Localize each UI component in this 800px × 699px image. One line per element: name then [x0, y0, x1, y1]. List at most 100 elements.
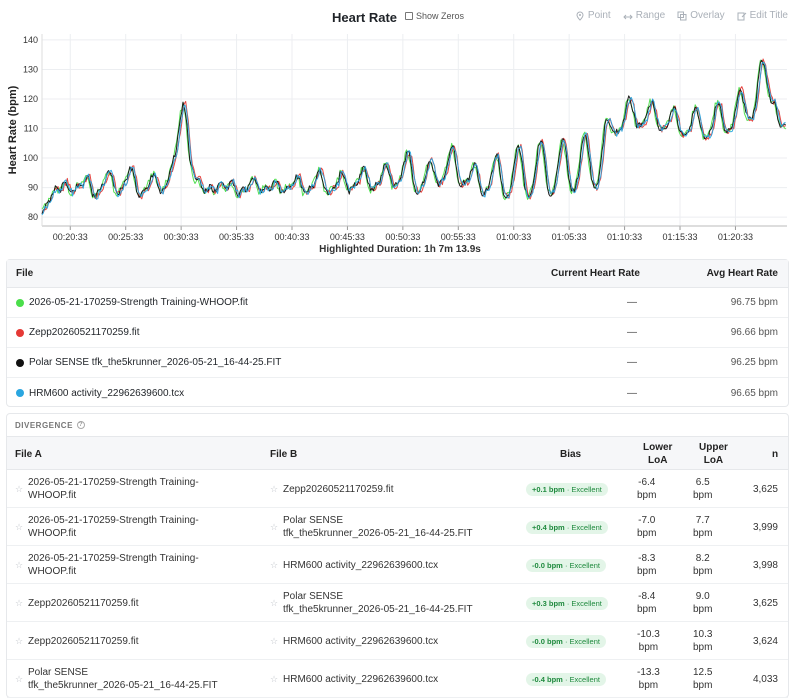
star-icon[interactable]: ☆ — [270, 483, 279, 494]
lower-loa: -10.3 bpm — [637, 629, 660, 653]
star-icon[interactable]: ☆ — [270, 521, 279, 532]
star-icon[interactable]: ☆ — [15, 635, 24, 646]
current-hr-column-header: Current Heart Rate — [551, 268, 640, 279]
x-tick-label: 00:20:33 — [53, 232, 88, 240]
upper-loa: 7.7 bpm — [693, 515, 713, 539]
bias-value: +0.4 bpm — [532, 522, 565, 532]
file-row[interactable]: 2026-05-21-170259-Strength Training-WHOO… — [7, 288, 788, 318]
divergence-table-body: ☆ 2026-05-21-170259-Strength Training- WH… — [7, 470, 788, 698]
overlay-tool-button[interactable]: Overlay — [677, 10, 725, 21]
star-icon[interactable]: ☆ — [270, 597, 279, 608]
upper-loa: 9.0 bpm — [693, 591, 713, 615]
file-row[interactable]: Zepp20260521170259.fit — 96.66 bpm — [7, 318, 788, 348]
bias-rating: · Excellent — [566, 522, 602, 532]
range-tool-button[interactable]: Range — [623, 10, 665, 21]
avg-hr-column-header: Avg Heart Rate — [706, 268, 778, 279]
bias-rating: · Excellent — [564, 674, 600, 684]
files-table: File Current Heart Rate Avg Heart Rate 2… — [6, 259, 789, 407]
series-color-dot — [16, 389, 24, 397]
divergence-row: ☆ Zepp20260521170259.fit ☆ Polar SENSE tfk_… — [7, 584, 788, 622]
file-a-name: 2026-05-21-170259-Strength Training- WHO… — [28, 477, 199, 501]
star-icon[interactable]: ☆ — [15, 673, 24, 684]
bias-value: +0.1 bpm — [532, 484, 565, 494]
star-icon[interactable]: ☆ — [15, 597, 24, 608]
file-b-name: Zepp20260521170259.fit — [283, 483, 394, 495]
file-name: 2026-05-21-170259-Strength Training-WHOO… — [29, 297, 248, 308]
star-icon[interactable]: ☆ — [270, 635, 279, 646]
y-tick-label: 140 — [23, 35, 38, 45]
x-tick-label: 01:10:33 — [607, 232, 642, 240]
bias-badge: -0.4 bpm · Excellent — [526, 660, 606, 698]
y-axis-label: Heart Rate (bpm) — [7, 85, 19, 174]
current-heart-rate: — — [627, 297, 637, 308]
bias-badge: +0.4 bpm · Excellent — [526, 508, 608, 546]
point-tool-button[interactable]: Point — [575, 10, 611, 21]
range-tool-label: Range — [635, 10, 666, 21]
file-b-name: Polar SENSE tfk_the5krunner_2026-05-21_1… — [283, 591, 473, 615]
heart-rate-chart[interactable]: 80 90 100 110 120 130 140 00:20:33 00:25:33 00:30… — [0, 30, 800, 240]
lower-loa: -7.0 bpm — [637, 515, 657, 539]
chart-toolbar: Point Range Overlay Edit Title — [575, 10, 788, 21]
lower-loa: -13.3 bpm — [637, 667, 660, 691]
divergence-row: ☆ 2026-05-21-170259-Strength Training- WH… — [7, 508, 788, 546]
series-line — [41, 59, 786, 215]
y-tick-label: 80 — [28, 212, 38, 222]
help-icon[interactable]: ? — [76, 421, 85, 429]
file-b-name: Polar SENSE tfk_the5krunner_2026-05-21_1… — [283, 515, 473, 539]
star-icon[interactable]: ☆ — [270, 673, 279, 684]
bias-value: +0.3 bpm — [532, 598, 565, 608]
file-b-name: HRM600 activity_22962639600.tcx — [283, 635, 439, 647]
divergence-table-header: File A File B Bias Lower LoA Upper LoA n — [7, 436, 788, 470]
lower-loa: -8.4 bpm — [637, 591, 657, 615]
star-icon[interactable]: ☆ — [15, 521, 24, 532]
star-icon[interactable]: ☆ — [270, 559, 279, 570]
current-heart-rate: — — [627, 327, 637, 338]
file-row[interactable]: Polar SENSE tfk_the5krunner_2026-05-21_1… — [7, 348, 788, 378]
y-tick-label: 90 — [28, 183, 38, 193]
bias-badge: -0.0 bpm · Excellent — [526, 622, 606, 660]
file-name: Zepp20260521170259.fit — [29, 327, 140, 338]
bias-rating: · Excellent — [566, 598, 602, 608]
file-name: Polar SENSE tfk_the5krunner_2026-05-21_1… — [29, 357, 282, 368]
avg-heart-rate: 96.66 bpm — [730, 327, 778, 338]
overlay-icon — [677, 11, 687, 20]
edit-icon — [737, 12, 746, 20]
file-column-header: File — [16, 268, 34, 279]
file-a-name: 2026-05-21-170259-Strength Training- WHO… — [28, 515, 199, 539]
current-heart-rate: — — [627, 357, 637, 368]
file-b-name: HRM600 activity_22962639600.tcx — [283, 673, 439, 685]
edit-title-button[interactable]: Edit Title — [737, 10, 788, 21]
show-zeros-checkbox[interactable] — [405, 12, 413, 20]
bias-value: -0.4 bpm — [532, 674, 563, 684]
divergence-row: ☆ 2026-05-21-170259-Strength Training- WH… — [7, 470, 788, 508]
overlay-tool-label: Overlay — [690, 10, 725, 21]
x-tick-label: 00:40:33 — [274, 232, 309, 240]
sample-count: 3,998 — [752, 559, 778, 571]
star-icon[interactable]: ☆ — [15, 483, 24, 494]
bias-rating: · Excellent — [564, 560, 600, 570]
files-table-header: File Current Heart Rate Avg Heart Rate — [7, 260, 788, 288]
divergence-row: ☆ 2026-05-21-170259-Strength Training- WH… — [7, 546, 788, 584]
n-column-header: n — [772, 448, 779, 460]
upper-loa: 12.5 bpm — [693, 667, 713, 691]
sample-count: 3,625 — [752, 483, 778, 495]
highlighted-duration: Highlighted Duration: 1h 7m 13.9s — [319, 244, 481, 255]
show-zeros-toggle[interactable]: Show Zeros — [405, 11, 464, 21]
x-tick-label: 00:25:33 — [108, 232, 143, 240]
x-tick-label: 00:35:33 — [219, 232, 254, 240]
series-color-dot — [16, 358, 24, 367]
star-icon[interactable]: ☆ — [15, 559, 24, 570]
sample-count: 3,625 — [752, 597, 778, 609]
lower-loa: -6.4 bpm — [637, 477, 657, 501]
x-tick-label: 01:15:33 — [662, 232, 697, 240]
file-row[interactable]: HRM600 activity_22962639600.tcx — 96.65 bp… — [7, 378, 788, 408]
upper-loa: 10.3 bpm — [693, 629, 713, 653]
pin-icon — [576, 10, 584, 21]
show-zeros-label: Show Zeros — [416, 11, 465, 21]
lower-loa-column-header: Lower LoA — [643, 442, 673, 466]
x-tick-label: 00:45:33 — [330, 232, 365, 240]
x-tick-label: 00:55:33 — [441, 232, 476, 240]
bias-badge: -0.0 bpm · Excellent — [526, 546, 606, 584]
upper-loa: 6.5 bpm — [693, 477, 713, 501]
